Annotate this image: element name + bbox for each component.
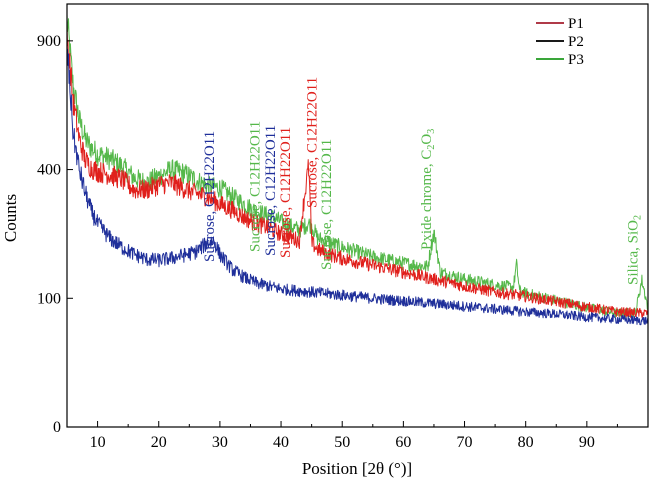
series-line-p1 [66, 24, 649, 318]
y-tick-label: 100 [37, 290, 61, 307]
series-line-p2 [66, 48, 649, 326]
plot-frame [66, 3, 649, 428]
legend-label-p2: P2 [568, 34, 584, 50]
x-tick-label: 80 [518, 434, 534, 451]
peak-annotation: Sucrose, C12H22O11 [248, 121, 264, 252]
peak-annotation: Silica, SiO2 [626, 215, 644, 285]
annotations: Sucrose, C12H22O11 Sucrose, C12H22O11 Sucr… [202, 77, 644, 285]
x-tick-label: 20 [151, 434, 167, 451]
peak-annotation: Sucrose, C12H22O11 [263, 125, 279, 256]
legend-label-p3: P3 [568, 52, 584, 68]
legend-label-p1: P1 [568, 16, 584, 32]
series-line-p3 [66, 14, 649, 318]
x-tick-label: 60 [395, 434, 411, 451]
series-group [66, 14, 649, 326]
x-tick-label: 90 [579, 434, 595, 451]
y-tick-label: 0 [53, 419, 61, 436]
x-tick-label: 30 [212, 434, 228, 451]
x-tick-label: 40 [273, 434, 289, 451]
peak-annotation: Sucrose, C12H22O11 [278, 127, 294, 258]
y-axis: 0 100 400 900 [37, 33, 73, 436]
x-axis: 10 20 30 40 50 60 70 80 90 [66, 421, 618, 451]
x-axis-title: Position [2θ (°)] [302, 459, 412, 478]
y-tick-label: 400 [37, 162, 61, 179]
y-tick-label: 900 [37, 33, 61, 50]
peak-annotation: Sucrose, C12H22O11 [305, 77, 321, 208]
peak-annotation: Sucrose, C12H22O11 [202, 131, 218, 262]
x-tick-label: 10 [90, 434, 106, 451]
x-tick-label: 50 [334, 434, 350, 451]
x-tick-label: 70 [457, 434, 473, 451]
y-axis-title: Counts [1, 194, 20, 242]
peak-annotation: Pxide chrome, C2O3 [419, 129, 437, 250]
legend: P1 P2 P3 [536, 16, 584, 68]
peak-annotation: Sucrose, C12H22O11 [319, 139, 335, 270]
